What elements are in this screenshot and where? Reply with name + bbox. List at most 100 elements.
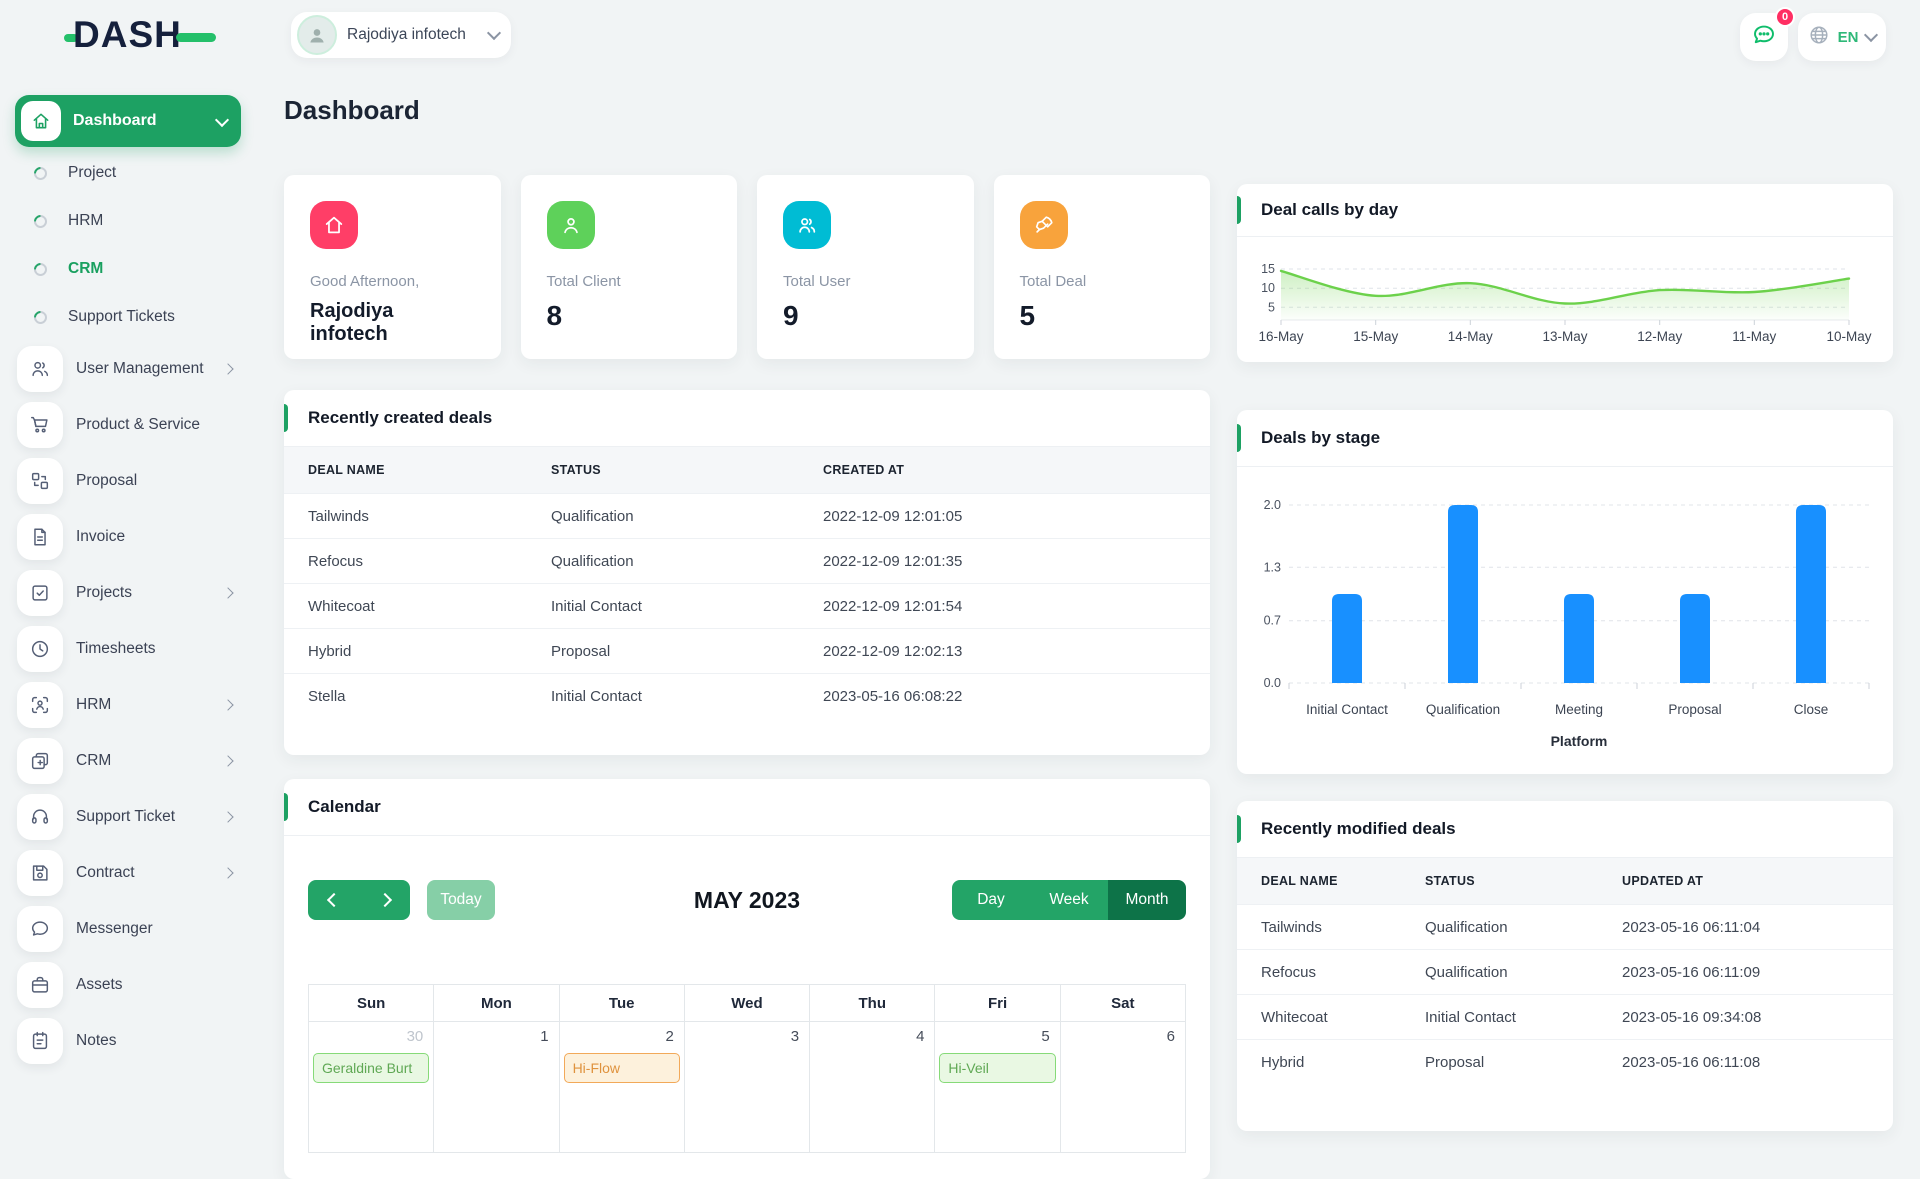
table-cell: 2023-05-16 06:11:09: [1598, 949, 1893, 995]
layout-icon: [17, 738, 63, 784]
proposal-icon: [17, 458, 63, 504]
card-header: Recently modified deals: [1237, 801, 1893, 858]
users-icon: [783, 201, 831, 249]
calendar-day-cell[interactable]: 30 Geraldine Burt: [307, 1021, 435, 1153]
table-header-row: Deal Name Status Updated At: [1237, 858, 1893, 905]
chevron-right-icon: [222, 867, 234, 879]
table-header-row: Deal Name Status Created At: [284, 447, 1210, 494]
sidebar-item-product-service[interactable]: Product & Service: [17, 402, 240, 448]
bullet-icon: [31, 259, 50, 279]
table-row: Tailwinds Qualification 2023-05-16 06:11:0…: [1237, 904, 1893, 950]
calendar-day-header: Thu: [809, 984, 936, 1022]
sidebar-subitem-crm[interactable]: CRM: [17, 249, 237, 289]
calendar-toolbar: Today MAY 2023 Day Week Month: [308, 880, 1186, 920]
sidebar-item-support-ticket[interactable]: Support Ticket: [17, 794, 240, 840]
calendar-event[interactable]: Hi-Flow: [563, 1053, 680, 1083]
sidebar-subitem-project[interactable]: Project: [17, 153, 237, 193]
sidebar-item-messenger[interactable]: Messenger: [17, 906, 240, 952]
sidebar-subitem-hrm[interactable]: HRM: [17, 201, 237, 241]
sidebar-item-user-management[interactable]: User Management: [17, 346, 240, 392]
svg-text:Meeting: Meeting: [1555, 702, 1603, 717]
chevron-down-icon: [1864, 27, 1879, 43]
chevron-right-icon: [222, 811, 234, 823]
svg-text:Qualification: Qualification: [1426, 702, 1500, 717]
table-row: Whitecoat Initial Contact 2023-05-16 09:34…: [1237, 994, 1893, 1040]
sidebar-item-timesheets[interactable]: Timesheets: [17, 626, 240, 672]
brand-logo[interactable]: DASH: [64, 16, 216, 53]
calendar-day-cell[interactable]: 4: [809, 1021, 936, 1153]
table-cell: 2023-05-16 06:08:22: [799, 673, 1210, 718]
deals-by-stage-card: Deals by stage 0.0 0.7 1.3 2.0 Initial Conta…: [1237, 410, 1893, 774]
stat-value: 9: [783, 300, 799, 331]
card-header: Deal calls by day: [1237, 184, 1893, 237]
calendar-day-cell[interactable]: 5 Hi-Veil: [934, 1021, 1061, 1153]
calendar-event[interactable]: Hi-Veil: [939, 1053, 1056, 1083]
table-cell: Qualification: [527, 538, 799, 584]
table-cell: 2022-12-09 12:01:54: [799, 583, 1210, 629]
svg-text:Initial Contact: Initial Contact: [1306, 702, 1388, 717]
calendar-day-header: Sun: [307, 984, 435, 1022]
greeting-label: Good Afternoon,: [310, 273, 420, 290]
sidebar-item-proposal[interactable]: Proposal: [17, 458, 240, 504]
table-cell: 2022-12-09 12:01:35: [799, 538, 1210, 584]
calendar-view-week-button[interactable]: Week: [1030, 880, 1108, 920]
sidebar-subitem-support-tickets[interactable]: Support Tickets: [17, 297, 237, 337]
chat-button[interactable]: 0: [1740, 7, 1795, 61]
sidebar-item-assets[interactable]: Assets: [17, 962, 240, 1008]
clock-icon: [17, 626, 63, 672]
svg-text:16-May: 16-May: [1258, 329, 1303, 344]
calendar-date-number: 4: [916, 1028, 925, 1045]
sidebar-item-notes[interactable]: Notes: [17, 1018, 240, 1064]
calendar-date-number: 6: [1166, 1028, 1175, 1045]
card-title: Deal calls by day: [1261, 200, 1399, 219]
chat-badge: 0: [1775, 7, 1795, 27]
calendar-day-header: Fri: [934, 984, 1061, 1022]
column-header: Status: [527, 447, 799, 494]
table-cell: Refocus: [284, 538, 527, 584]
calendar-view-day-button[interactable]: Day: [952, 880, 1030, 920]
calendar-next-button[interactable]: [359, 880, 410, 920]
person-scan-icon: [17, 682, 63, 728]
calendar-date-number: 5: [1041, 1028, 1050, 1045]
workspace-name: Rajodiya infotech: [347, 26, 466, 43]
calendar-day-header: Wed: [683, 984, 811, 1022]
calendar-nav-group: [308, 880, 410, 920]
language-selector[interactable]: EN: [1798, 13, 1886, 61]
svg-text:11-May: 11-May: [1732, 329, 1776, 344]
bullet-icon: [31, 163, 50, 183]
chevron-down-icon: [486, 25, 502, 41]
card-title: Recently created deals: [308, 408, 493, 427]
card-title: Deals by stage: [1261, 428, 1381, 447]
svg-text:10-May: 10-May: [1826, 329, 1871, 344]
workspace-selector[interactable]: Rajodiya infotech: [291, 12, 511, 58]
calendar-view-month-button[interactable]: Month: [1108, 880, 1186, 920]
svg-text:Proposal: Proposal: [1668, 702, 1721, 717]
invoice-icon: [17, 514, 63, 560]
table-row: Refocus Qualification 2022-12-09 12:01:35: [284, 538, 1210, 584]
calendar-prev-button[interactable]: [308, 880, 359, 920]
stats-row: Good Afternoon, Rajodiya infotech Total …: [284, 175, 1210, 359]
sidebar-item-invoice[interactable]: Invoice: [17, 514, 240, 560]
sidebar-item-dashboard[interactable]: Dashboard: [15, 95, 241, 147]
calendar-event[interactable]: Geraldine Burt: [313, 1053, 430, 1083]
accent-bar: [1237, 815, 1241, 843]
calendar-day-cell[interactable]: 6: [1059, 1021, 1187, 1153]
page-title: Dashboard: [284, 95, 420, 125]
card-title: Calendar: [308, 797, 381, 816]
calendar-day-cell[interactable]: 2 Hi-Flow: [558, 1021, 685, 1153]
calendar-day-cell[interactable]: 3: [683, 1021, 811, 1153]
sidebar-item-projects[interactable]: Projects: [17, 570, 240, 616]
sidebar-item-crm[interactable]: CRM: [17, 738, 240, 784]
card-title: Recently modified deals: [1261, 819, 1456, 838]
calendar-day-cell[interactable]: 1: [433, 1021, 560, 1153]
chevron-right-icon: [222, 699, 234, 711]
svg-text:0.7: 0.7: [1264, 614, 1281, 628]
column-header: Deal Name: [284, 447, 527, 494]
sidebar-item-hrm[interactable]: HRM: [17, 682, 240, 728]
calendar-today-button[interactable]: Today: [427, 880, 495, 920]
table-cell: 2023-05-16 06:11:08: [1598, 1039, 1893, 1084]
card-header: Deals by stage: [1237, 410, 1893, 467]
card-header: Recently created deals: [284, 390, 1210, 447]
sidebar-item-contract[interactable]: Contract: [17, 850, 240, 896]
calendar-card: Calendar Today MAY 2023 Day Week Month S…: [284, 779, 1210, 1179]
